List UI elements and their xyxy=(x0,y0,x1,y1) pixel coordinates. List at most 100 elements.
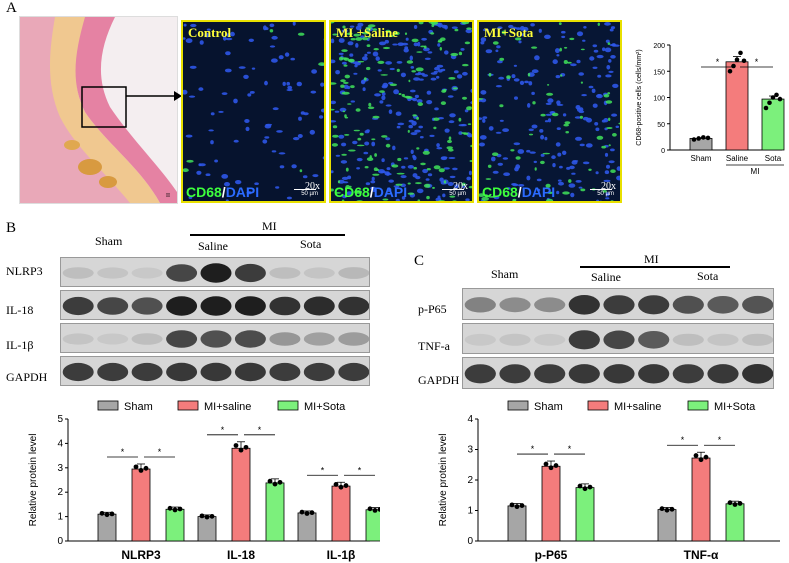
significance-star: * xyxy=(221,425,225,435)
x-tick-label: Sota xyxy=(765,154,782,163)
bar xyxy=(131,468,151,542)
he-scale-label: II xyxy=(166,193,170,199)
legend-label: MI+Sota xyxy=(714,401,756,413)
data-point xyxy=(543,461,549,467)
y-tick-label: 2 xyxy=(57,487,63,498)
chart-cd68: 0 50 100 150 200 CD68-positive cells (cells/m… xyxy=(636,43,785,176)
data-point xyxy=(209,513,215,519)
panel-letter-c: C xyxy=(414,253,425,269)
y-tick-label: 3 xyxy=(467,445,473,456)
significance-star: * xyxy=(755,57,759,67)
bar xyxy=(365,509,380,542)
bar xyxy=(265,482,285,542)
data-point xyxy=(238,447,244,453)
data-point xyxy=(698,457,704,463)
legend-swatch xyxy=(97,400,119,411)
micro-magnification: 20x xyxy=(305,181,320,192)
data-point xyxy=(727,68,733,74)
legend-label: MI+saline xyxy=(614,401,661,413)
blot-label: GAPDH xyxy=(6,370,48,384)
blot-label: IL-1β xyxy=(6,338,34,352)
legend-label: MI+Sota xyxy=(304,401,346,413)
scale-bar-label: 50 µm xyxy=(449,191,466,197)
data-point xyxy=(767,100,772,106)
legend-swatch xyxy=(277,400,299,411)
significance-star: * xyxy=(121,447,125,457)
y-tick-label: 50 xyxy=(657,122,665,129)
data-point xyxy=(734,57,740,62)
y-tick-label: 4 xyxy=(467,414,473,425)
micro-sota-cells xyxy=(479,22,620,201)
micro-magnification: 20x xyxy=(601,181,616,192)
micro-saline-cells xyxy=(331,22,472,201)
data-point xyxy=(553,463,559,468)
blot-strip xyxy=(462,288,774,320)
legend-label: MI+saline xyxy=(204,401,251,413)
data-point xyxy=(338,484,344,490)
significance-star: * xyxy=(321,465,325,475)
micro-mi-sota: MI+Sota CD68/DAPI 20x 50 µm xyxy=(477,20,622,203)
scale-bar xyxy=(442,189,464,190)
y-tick-label: 1 xyxy=(57,512,63,523)
blot-strip xyxy=(462,357,774,389)
data-point xyxy=(669,506,675,512)
blot-label: p-P65 xyxy=(418,302,447,316)
bar xyxy=(507,505,527,542)
significance-star: * xyxy=(531,444,535,454)
blot-label: GAPDH xyxy=(418,373,460,387)
significance-star: * xyxy=(716,57,720,67)
data-point xyxy=(109,511,115,517)
bar xyxy=(541,465,561,542)
group-mi-label: MI xyxy=(262,219,277,233)
y-tick-label: 150 xyxy=(653,69,665,76)
legend-swatch xyxy=(687,400,709,411)
data-point xyxy=(548,465,554,471)
y-tick-label: 5 xyxy=(57,414,63,425)
micro-control: Control CD68/DAPI 20x 50 µm xyxy=(181,20,326,203)
data-point xyxy=(199,513,205,519)
data-point xyxy=(732,502,738,507)
data-point xyxy=(133,464,139,470)
bar xyxy=(97,513,117,542)
group-sota-label: Sota xyxy=(697,269,719,283)
data-point xyxy=(367,506,373,512)
data-point xyxy=(267,478,273,484)
x-tick-label: TNF-α xyxy=(684,548,719,562)
bar xyxy=(197,516,217,542)
group-label: MI xyxy=(751,167,760,176)
data-point xyxy=(737,501,743,506)
data-point xyxy=(519,503,525,508)
data-point xyxy=(343,483,349,488)
data-point xyxy=(777,96,783,102)
y-tick-label: 100 xyxy=(653,96,665,103)
group-mi-line xyxy=(190,234,345,236)
data-point xyxy=(333,482,339,487)
data-point xyxy=(104,512,110,518)
data-point xyxy=(701,135,706,140)
western-blot-c xyxy=(462,287,774,391)
data-point xyxy=(691,137,697,142)
data-point xyxy=(774,92,779,98)
blot-label: NLRP3 xyxy=(6,264,43,278)
significance-star: * xyxy=(158,447,162,457)
significance-star: * xyxy=(718,435,722,445)
bar xyxy=(331,485,351,542)
group-mi-label: MI xyxy=(644,252,659,266)
blot-label: TNF-a xyxy=(418,339,450,353)
data-point xyxy=(738,50,743,56)
data-point xyxy=(172,507,178,513)
panel-letter-a: A xyxy=(6,0,17,16)
y-axis-label: Relative protein level xyxy=(438,434,449,527)
chart-pp65-tnfa: 0 1 2 3 4 Relative protein level Sham MI+saline… xyxy=(438,400,780,562)
data-point xyxy=(138,468,144,473)
micro-mi-saline: MI +Saline CD68/DAPI 20x 50 µm xyxy=(329,20,474,203)
x-tick-label: IL-1β xyxy=(327,548,356,562)
data-point xyxy=(233,443,239,448)
legend-swatch xyxy=(587,400,609,411)
significance-star: * xyxy=(258,425,262,435)
scale-bar xyxy=(294,189,316,190)
data-point xyxy=(664,507,670,513)
y-tick-label: 0 xyxy=(467,536,473,547)
micro-title-sota: MI+Sota xyxy=(484,25,534,40)
data-point xyxy=(309,510,315,516)
